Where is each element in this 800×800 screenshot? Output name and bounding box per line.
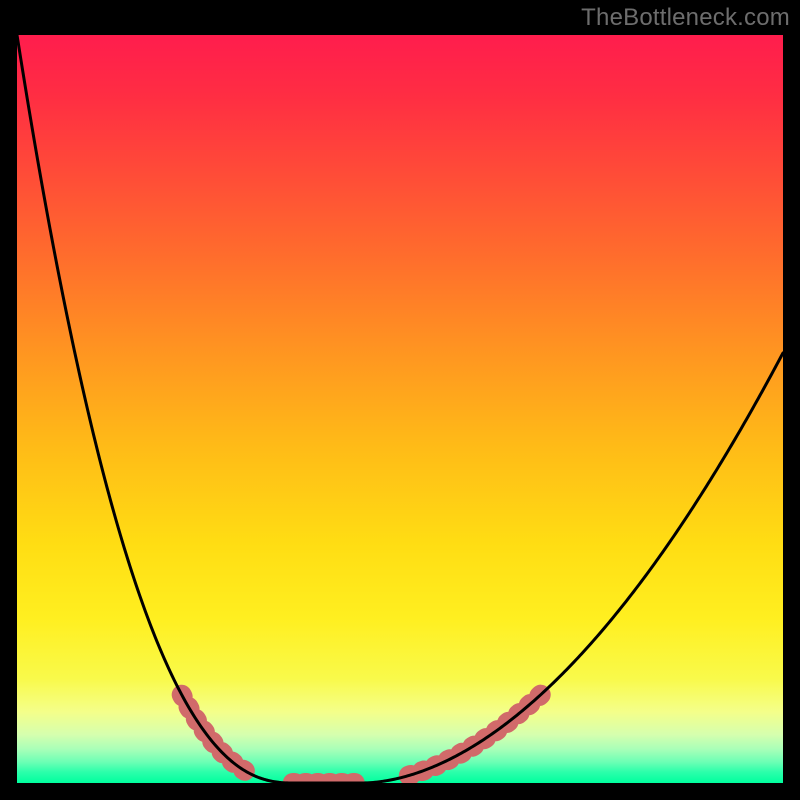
plot-gradient-background: [17, 35, 783, 783]
chart-svg: [0, 0, 800, 800]
chart-stage: TheBottleneck.com: [0, 0, 800, 800]
watermark-text: TheBottleneck.com: [581, 4, 790, 32]
